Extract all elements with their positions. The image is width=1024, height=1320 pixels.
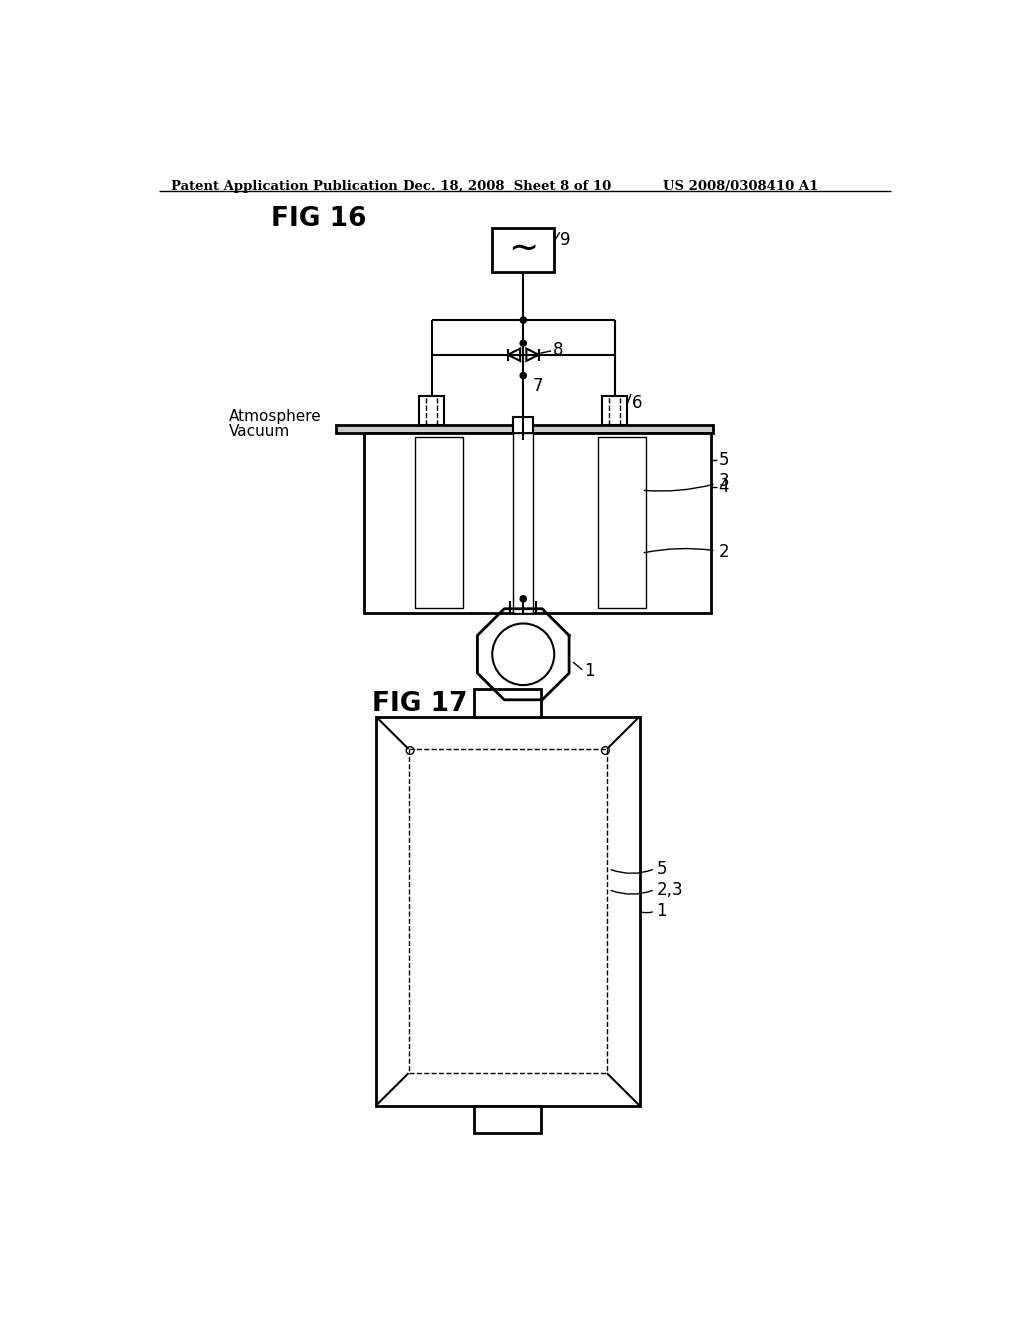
Bar (598, 437, 646, 609)
Text: 7: 7 (532, 378, 543, 395)
Text: 3: 3 (644, 473, 729, 491)
Text: Dec. 18, 2008  Sheet 8 of 10: Dec. 18, 2008 Sheet 8 of 10 (403, 180, 611, 193)
Text: 5: 5 (656, 859, 667, 878)
Text: 5: 5 (719, 450, 729, 469)
Circle shape (407, 747, 414, 755)
Text: US 2008/0308410 A1: US 2008/0308410 A1 (663, 180, 818, 193)
Bar (365, 433, 711, 612)
Bar (602, 396, 627, 425)
Bar (513, 417, 534, 441)
Circle shape (520, 372, 526, 379)
Bar (336, 425, 713, 433)
Bar (415, 437, 463, 609)
Text: 2: 2 (644, 543, 729, 561)
Bar (420, 396, 444, 425)
Text: 2,3: 2,3 (656, 880, 683, 899)
Text: Vacuum: Vacuum (228, 424, 290, 440)
Circle shape (493, 623, 554, 685)
Text: 6: 6 (632, 395, 642, 412)
Text: FIG 16: FIG 16 (271, 206, 367, 232)
Text: 1: 1 (656, 902, 668, 920)
Circle shape (520, 595, 526, 602)
Circle shape (420, 535, 458, 573)
Circle shape (520, 317, 526, 323)
Bar (474, 689, 541, 717)
Text: Patent Application Publication: Patent Application Publication (171, 180, 397, 193)
Text: 4: 4 (719, 478, 729, 495)
Circle shape (601, 747, 609, 755)
Bar (493, 227, 554, 272)
Text: FIG 17: FIG 17 (372, 692, 468, 717)
Text: Atmosphere: Atmosphere (228, 409, 322, 424)
Text: 8: 8 (553, 341, 563, 359)
Text: 9: 9 (560, 231, 571, 248)
Circle shape (520, 341, 526, 346)
Bar (513, 433, 534, 612)
Text: 1: 1 (584, 663, 594, 680)
Bar (474, 1106, 541, 1133)
Text: ∼: ∼ (508, 234, 539, 267)
Circle shape (603, 471, 641, 510)
Bar (376, 717, 640, 1106)
Circle shape (420, 471, 458, 510)
Circle shape (603, 535, 641, 573)
